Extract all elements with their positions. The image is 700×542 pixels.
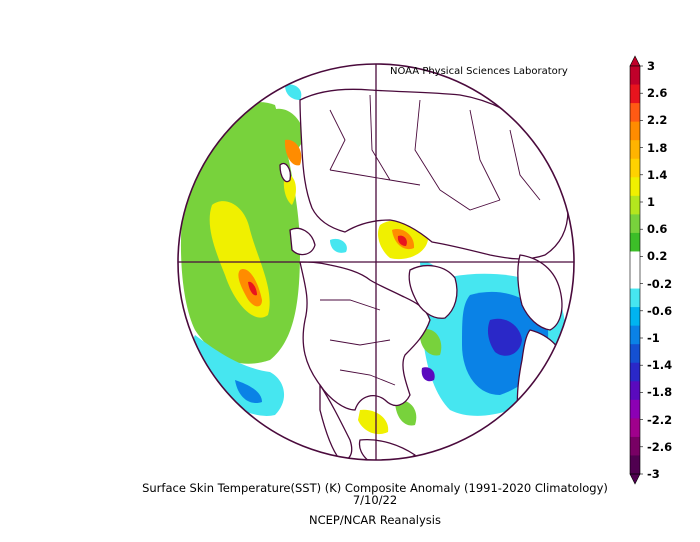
colorbar-border [629, 65, 641, 475]
colorbar-swatch [630, 158, 640, 178]
colorbar-swatch [630, 251, 640, 271]
africa-landmass [516, 329, 571, 437]
colorbar-swatch [630, 195, 640, 215]
colorbar-swatch [630, 232, 640, 252]
colorbar-swatch [630, 399, 640, 419]
source-label: NCEP/NCAR Reanalysis [309, 513, 441, 527]
colorbar-swatch [630, 362, 640, 382]
bering-cool-patch [285, 84, 302, 100]
colorbar-swatch [630, 140, 640, 160]
beaufort-cool-patch [330, 238, 347, 253]
north-america-landmass [299, 261, 431, 411]
colorbar-tick-label: -0.2 [647, 276, 673, 291]
colorbar-tick-label: 1.8 [647, 140, 668, 155]
colorbar-tick-label: -2.2 [647, 412, 673, 427]
colorbar-swatch [630, 418, 640, 438]
colorbar-swatch [630, 344, 640, 364]
colorbar-tick-label: 2.2 [647, 113, 668, 128]
colorbar-tick-label: -0.6 [647, 303, 673, 318]
colorbar-swatch [630, 177, 640, 197]
colorbar-tick-label: -1 [647, 331, 660, 345]
kuroshio-orange-anomaly [284, 139, 302, 166]
east-pacific-blue-anomaly [235, 380, 262, 404]
map-boundary [177, 63, 575, 461]
colorbar-swatch [630, 381, 640, 401]
colorbar-tick-label: 1.4 [647, 167, 668, 182]
colorbar-swatch [630, 288, 640, 308]
colorbar-tick-label: 1 [647, 195, 656, 209]
colorbar-swatch [630, 436, 640, 456]
colorbar-tick-label: -1.4 [647, 358, 673, 373]
colorbar-tick-label: -1.8 [647, 385, 673, 400]
colorbar-swatch [630, 455, 640, 475]
colorbar-swatch [630, 121, 640, 141]
colorbar-swatch [630, 66, 640, 86]
colorbar-tick-label: -3 [647, 467, 660, 481]
date-label: 7/10/22 [352, 493, 398, 507]
colorbar-swatch [630, 270, 640, 290]
east-pacific-cool-anomaly [191, 335, 285, 416]
colorbar-swatch [630, 214, 640, 234]
kuroshio-warm-anomaly [272, 108, 305, 155]
japan-islands [279, 162, 291, 183]
greenland-landmass [408, 264, 458, 319]
alaska-landmass [289, 227, 316, 256]
atlantic-deep-anomaly [487, 318, 522, 356]
colorbar-top-arrow [629, 55, 641, 67]
eurasia-landmass [299, 88, 569, 260]
colorbar-swatch [630, 307, 640, 327]
subtropical-atlantic-warm [419, 329, 442, 356]
colorbar-swatch [630, 103, 640, 123]
chart-title: Surface Skin Temperature(SST) (K) Compos… [142, 481, 608, 495]
gulf-stream-cold-spot [421, 367, 435, 382]
europe-landmass [517, 254, 563, 331]
gulf-green-anomaly [395, 399, 417, 426]
gulf-warm-anomaly [358, 409, 389, 435]
colorbar-tick-label: 3 [647, 59, 656, 73]
colorbar-tick-label: -2.6 [647, 439, 673, 454]
colorbar-swatch [630, 325, 640, 345]
colorbar-swatch [630, 84, 640, 104]
colorbar-tick-label: 2.6 [647, 86, 668, 101]
colorbar-tick-label: 0.6 [647, 222, 668, 237]
pacific-red-anomaly [248, 281, 257, 296]
siberia-red-anomaly [397, 235, 407, 246]
south-america-landmass [358, 439, 416, 460]
colorbar-tick-label: 0.2 [647, 249, 668, 264]
credit-label: NOAA Physical Sciences Laboratory [390, 66, 568, 77]
country-borders [320, 94, 541, 386]
colorbar [629, 55, 643, 485]
